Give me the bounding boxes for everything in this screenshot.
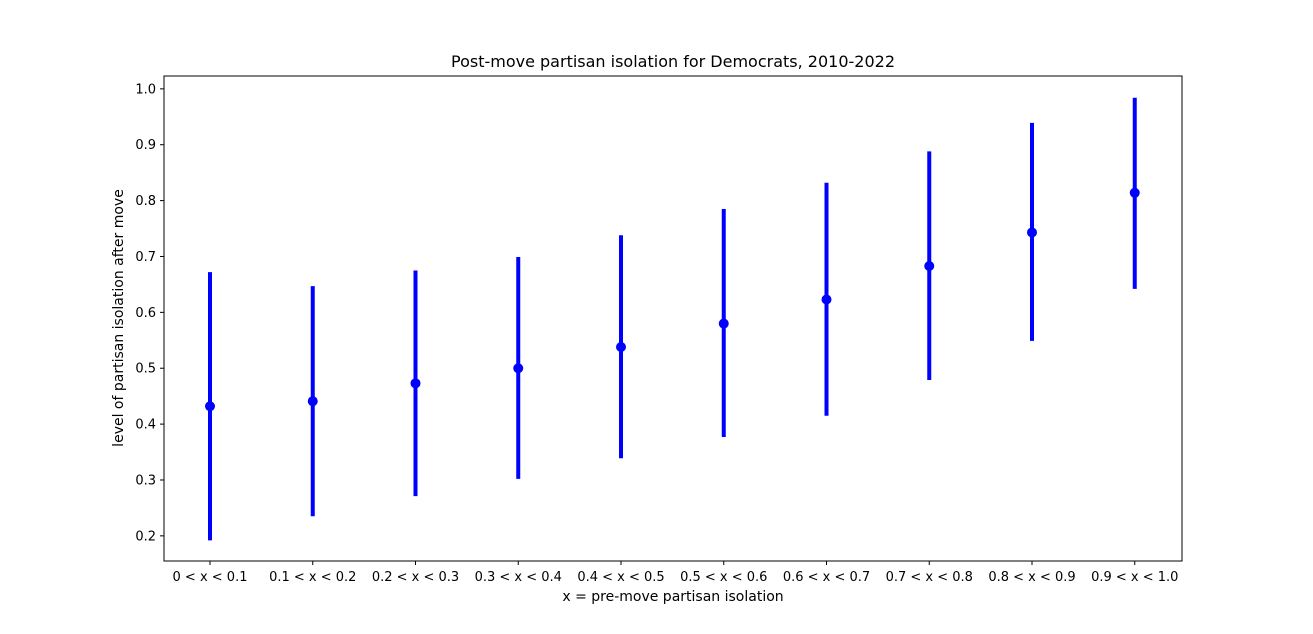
data-point [410,378,421,389]
x-tick-label: 0.6 < x < 0.7 [783,570,870,585]
y-tick-label: 1.0 [135,82,156,97]
x-tick-label: 0.5 < x < 0.6 [680,570,767,585]
data-marks [205,97,1140,541]
y-tick-label: 0.9 [135,138,156,153]
y-axis-label: level of partisan isolation after move [111,189,127,447]
data-point [821,294,832,305]
x-tick-label: 0.4 < x < 0.5 [577,570,664,585]
chart-title: Post-move partisan isolation for Democra… [451,52,895,71]
y-axis: 0.2 0.3 0.4 0.5 0.6 0.7 0.8 0.9 1.0 [135,82,164,544]
y-tick-label: 0.6 [135,306,156,321]
x-tick-label: 0.9 < x < 1.0 [1091,570,1178,585]
y-tick-label: 0.7 [135,250,156,265]
x-axis-label: x = pre-move partisan isolation [562,589,783,605]
data-point [205,401,215,412]
y-tick-label: 0.4 [135,418,156,433]
data-point [924,260,935,271]
x-tick-label: 0.8 < x < 0.9 [988,570,1075,585]
x-axis: 0 < x < 0.1 0.1 < x < 0.2 0.2 < x < 0.3 0.3… [173,561,1178,585]
x-tick-label: 0.3 < x < 0.4 [475,570,562,585]
data-point [307,396,318,407]
y-tick-label: 0.5 [135,362,156,377]
data-point [718,318,729,329]
x-tick-label: 0.2 < x < 0.3 [372,570,459,585]
y-tick-label: 0.2 [135,529,156,544]
x-tick-label: 0.7 < x < 0.8 [886,570,973,585]
y-tick-label: 0.8 [135,194,156,209]
plot-frame [163,75,1183,562]
data-point [616,341,626,352]
x-tick-label: 0.1 < x < 0.2 [269,570,356,585]
x-tick-label: 0 < x < 0.1 [173,570,248,585]
data-point [513,363,524,374]
data-point [1027,227,1037,238]
data-point [1129,187,1140,198]
y-tick-label: 0.3 [135,473,156,488]
